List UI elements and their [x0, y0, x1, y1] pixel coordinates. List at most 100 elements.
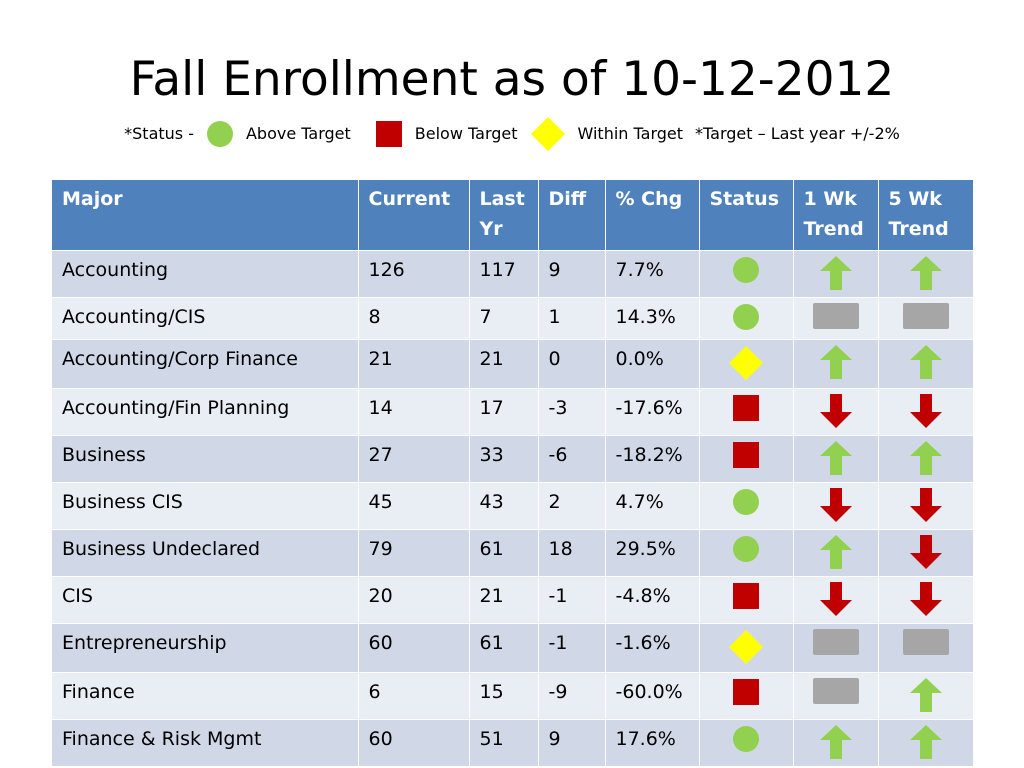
major-cell: Accounting/CIS: [52, 297, 359, 340]
yellow-diamond-icon: [530, 116, 566, 152]
status-cell: [699, 388, 794, 436]
pct-chg-cell: -1.6%: [605, 623, 700, 673]
trend-5wk-cell: [878, 297, 974, 340]
trend-1wk-cell: [793, 339, 879, 389]
gray-rectangle-icon: [889, 628, 963, 656]
major-cell: Accounting/Fin Planning: [52, 388, 359, 436]
pct-chg-cell: 4.7%: [605, 482, 700, 530]
green-circle-icon: [710, 724, 783, 754]
green-circle-icon: [710, 534, 783, 564]
column-header-status: Status: [699, 180, 794, 251]
pct-chg-cell: 0.0%: [605, 339, 700, 389]
column-header-5wk-trend: 5 Wk Trend: [878, 180, 974, 251]
red-square-icon: [375, 120, 403, 148]
last-yr-cell: 15: [469, 672, 539, 720]
trend-1wk-cell: [793, 250, 879, 298]
red-down-arrow-icon: [889, 487, 963, 523]
trend-5wk-cell: [878, 576, 974, 624]
pct-chg-cell: -18.2%: [605, 435, 700, 483]
green-up-arrow-icon: [804, 534, 868, 570]
green-up-arrow-icon: [804, 440, 868, 476]
last-yr-cell: 61: [469, 623, 539, 673]
column-header-diff: Diff: [538, 180, 606, 251]
column-header-last-yr: Last Yr: [469, 180, 539, 251]
trend-5wk-cell: [878, 339, 974, 389]
pct-chg-cell: -17.6%: [605, 388, 700, 436]
diff-cell: 2: [538, 482, 606, 530]
major-cell: Finance: [52, 672, 359, 720]
current-cell: 79: [358, 529, 470, 577]
red-square-icon: [710, 393, 783, 423]
pct-chg-cell: 17.6%: [605, 719, 700, 767]
green-circle-icon: [710, 302, 783, 332]
table-row: Accounting 126 117 9 7.7%: [52, 250, 974, 298]
green-up-arrow-icon: [804, 255, 868, 291]
pct-chg-cell: -4.8%: [605, 576, 700, 624]
red-square-icon: [710, 581, 783, 611]
green-up-arrow-icon: [889, 440, 963, 476]
last-yr-cell: 7: [469, 297, 539, 340]
table-row: Entrepreneurship 60 61 -1 -1.6%: [52, 623, 974, 673]
last-yr-cell: 117: [469, 250, 539, 298]
status-cell: [699, 297, 794, 340]
current-cell: 8: [358, 297, 470, 340]
trend-5wk-cell: [878, 388, 974, 436]
diff-cell: -6: [538, 435, 606, 483]
major-cell: Accounting: [52, 250, 359, 298]
current-cell: 21: [358, 339, 470, 389]
diff-cell: 18: [538, 529, 606, 577]
diff-cell: -9: [538, 672, 606, 720]
red-down-arrow-icon: [804, 581, 868, 617]
diff-cell: 1: [538, 297, 606, 340]
column-header-major: Major: [52, 180, 359, 251]
last-yr-cell: 17: [469, 388, 539, 436]
status-cell: [699, 529, 794, 577]
major-cell: Business CIS: [52, 482, 359, 530]
current-cell: 14: [358, 388, 470, 436]
legend-target-note: *Target – Last year +/-2%: [695, 124, 900, 143]
major-cell: Finance & Risk Mgmt: [52, 719, 359, 767]
yellow-diamond-icon: [710, 628, 783, 666]
red-down-arrow-icon: [889, 393, 963, 429]
legend-above-label: Above Target: [245, 124, 351, 143]
major-cell: Business Undeclared: [52, 529, 359, 577]
legend-status-prefix: *Status -: [124, 124, 194, 143]
table-row: Business CIS 45 43 2 4.7%: [52, 482, 974, 530]
current-cell: 20: [358, 576, 470, 624]
trend-1wk-cell: [793, 672, 879, 720]
diff-cell: 0: [538, 339, 606, 389]
current-cell: 60: [358, 623, 470, 673]
diff-cell: -1: [538, 623, 606, 673]
column-header-1wk-trend: 1 Wk Trend: [793, 180, 879, 251]
diff-cell: -1: [538, 576, 606, 624]
red-square-icon: [710, 677, 783, 707]
table-header-row: Major Current Last Yr Diff % Chg Status …: [52, 180, 974, 251]
green-up-arrow-icon: [889, 677, 963, 713]
current-cell: 6: [358, 672, 470, 720]
table-row: Finance 6 15 -9 -60.0%: [52, 672, 974, 720]
column-header-current: Current: [358, 180, 470, 251]
trend-5wk-cell: [878, 250, 974, 298]
gray-rectangle-icon: [804, 677, 868, 705]
trend-5wk-cell: [878, 529, 974, 577]
pct-chg-cell: 14.3%: [605, 297, 700, 340]
status-cell: [699, 435, 794, 483]
table-row: Finance & Risk Mgmt 60 51 9 17.6%: [52, 719, 974, 767]
major-cell: Business: [52, 435, 359, 483]
current-cell: 45: [358, 482, 470, 530]
red-down-arrow-icon: [804, 487, 868, 523]
green-up-arrow-icon: [804, 724, 868, 760]
trend-1wk-cell: [793, 719, 879, 767]
current-cell: 27: [358, 435, 470, 483]
column-header-pct-chg: % Chg: [605, 180, 700, 251]
legend-below-label: Below Target: [414, 124, 518, 143]
enrollment-table: Major Current Last Yr Diff % Chg Status …: [52, 180, 974, 767]
current-cell: 126: [358, 250, 470, 298]
diff-cell: 9: [538, 719, 606, 767]
diff-cell: 9: [538, 250, 606, 298]
major-cell: CIS: [52, 576, 359, 624]
status-cell: [699, 623, 794, 673]
table-row: Accounting/CIS 8 7 1 14.3%: [52, 297, 974, 340]
last-yr-cell: 21: [469, 339, 539, 389]
green-up-arrow-icon: [889, 344, 963, 380]
